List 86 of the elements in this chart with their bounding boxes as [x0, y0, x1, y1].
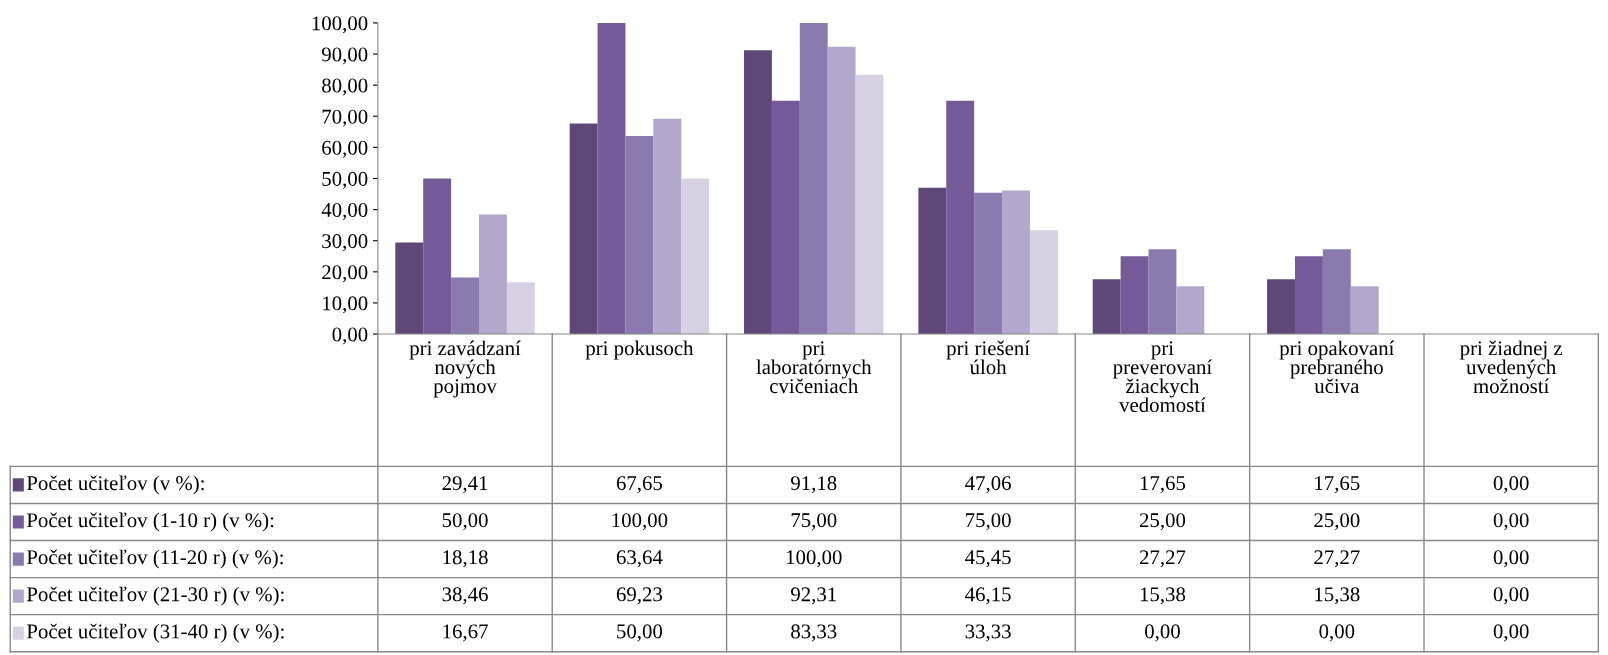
- data-label: 15,38: [1140, 587, 1186, 605]
- bar: [1120, 256, 1149, 335]
- bar: [423, 178, 452, 335]
- legend-label: Počet učiteľov (11-20 r) (v %):: [26, 549, 283, 569]
- x-tick-label: pri zavádzaní nových pojmov: [409, 340, 521, 398]
- data-label: 92,31: [791, 587, 836, 605]
- data-label: 27,27: [1314, 550, 1360, 568]
- data-label: 0,00: [1493, 476, 1529, 494]
- y-tick-label: 20,00: [322, 265, 368, 283]
- bar: [569, 123, 598, 335]
- data-label: 27,27: [1139, 550, 1186, 568]
- data-label: 29,41: [442, 476, 488, 494]
- data-label: 33,33: [965, 624, 1011, 642]
- x-tick-label: pri opakovaní prebraného učiva: [1279, 340, 1395, 394]
- bar: [1002, 190, 1030, 335]
- bar: [946, 100, 975, 335]
- bar: [974, 192, 1003, 335]
- data-label: 16,67: [443, 624, 488, 642]
- y-tick-label: 50,00: [322, 171, 368, 189]
- data-label: 45,45: [965, 550, 1011, 568]
- y-tick-label: 30,00: [322, 234, 368, 252]
- bar: [1322, 249, 1351, 335]
- data-label: 25,00: [1314, 513, 1360, 531]
- bar: [744, 50, 772, 335]
- data-label: 69,23: [616, 587, 663, 605]
- data-label: 50,00: [617, 624, 663, 642]
- bar: [855, 74, 884, 335]
- bar: [799, 22, 828, 335]
- bar: [479, 214, 507, 335]
- bar: [653, 118, 682, 335]
- data-label: 83,33: [791, 624, 837, 642]
- bar: [918, 187, 947, 335]
- data-label: 0,00: [1493, 587, 1529, 605]
- data-label: 0,00: [1493, 624, 1529, 642]
- data-label: 0,00: [1145, 624, 1180, 642]
- data-label: 63,64: [616, 550, 663, 568]
- data-label: 47,06: [965, 476, 1011, 494]
- data-label: 18,18: [443, 550, 488, 568]
- y-tick-label: 60,00: [322, 140, 368, 158]
- x-tick-label: pri pokusoch: [585, 340, 694, 360]
- data-label: 15,38: [1315, 587, 1360, 605]
- bar: [1350, 286, 1379, 335]
- y-tick-label: 100,00: [312, 16, 368, 34]
- data-label: 46,15: [965, 587, 1011, 605]
- x-tick-label: pri preverovaní žiackych vedomostí: [1113, 341, 1212, 413]
- bar: [451, 277, 479, 335]
- data-label: 0,00: [1493, 550, 1529, 568]
- x-tick-label: pri žiadnej z uvedených možností: [1460, 340, 1563, 394]
- y-tick-label: 90,00: [321, 47, 368, 65]
- bar: [1148, 249, 1177, 335]
- legend-label: Počet učiteľov (21-30 r) (v %):: [26, 586, 284, 606]
- data-label: 75,00: [966, 513, 1011, 531]
- y-tick-label: 80,00: [322, 78, 368, 96]
- bar: [827, 46, 856, 335]
- data-label: 100,00: [786, 550, 842, 568]
- data-label: 17,65: [1315, 476, 1360, 494]
- data-label: 0,00: [1493, 513, 1529, 531]
- legend-label: Počet učiteľov (1-10 r) (v %):: [26, 512, 274, 532]
- data-label: 50,00: [442, 513, 488, 531]
- data-label: 25,00: [1139, 513, 1186, 531]
- y-tick-label: 0,00: [332, 327, 368, 345]
- data-label: 0,00: [1319, 624, 1355, 642]
- data-label: 91,18: [791, 476, 837, 494]
- bar: [506, 282, 535, 335]
- x-tick-label: pri riešení úloh: [946, 340, 1030, 375]
- bar: [1267, 279, 1295, 335]
- data-label: 67,65: [616, 476, 663, 494]
- bar: [681, 178, 710, 335]
- bar: [625, 136, 654, 335]
- bar: [395, 242, 424, 335]
- bar: [597, 22, 626, 335]
- bar: [1176, 286, 1205, 335]
- data-label: 100,00: [612, 513, 668, 531]
- bar: [1029, 230, 1058, 335]
- legend-label: Počet učiteľov (v %):: [26, 475, 204, 495]
- data-label: 17,65: [1140, 476, 1186, 494]
- data-label: 38,46: [442, 587, 488, 605]
- bar: [771, 100, 800, 335]
- y-tick-label: 40,00: [321, 202, 368, 221]
- data-label: 75,00: [791, 513, 837, 531]
- legend-label: Počet učiteľov (31-40 r) (v %):: [26, 623, 284, 643]
- y-tick-label: 70,00: [322, 109, 368, 127]
- y-tick-label: 10,00: [323, 296, 368, 314]
- bar: [1092, 279, 1121, 335]
- bar: [1294, 256, 1323, 335]
- x-tick-label: pri laboratórnych cvičeniach: [756, 341, 872, 394]
